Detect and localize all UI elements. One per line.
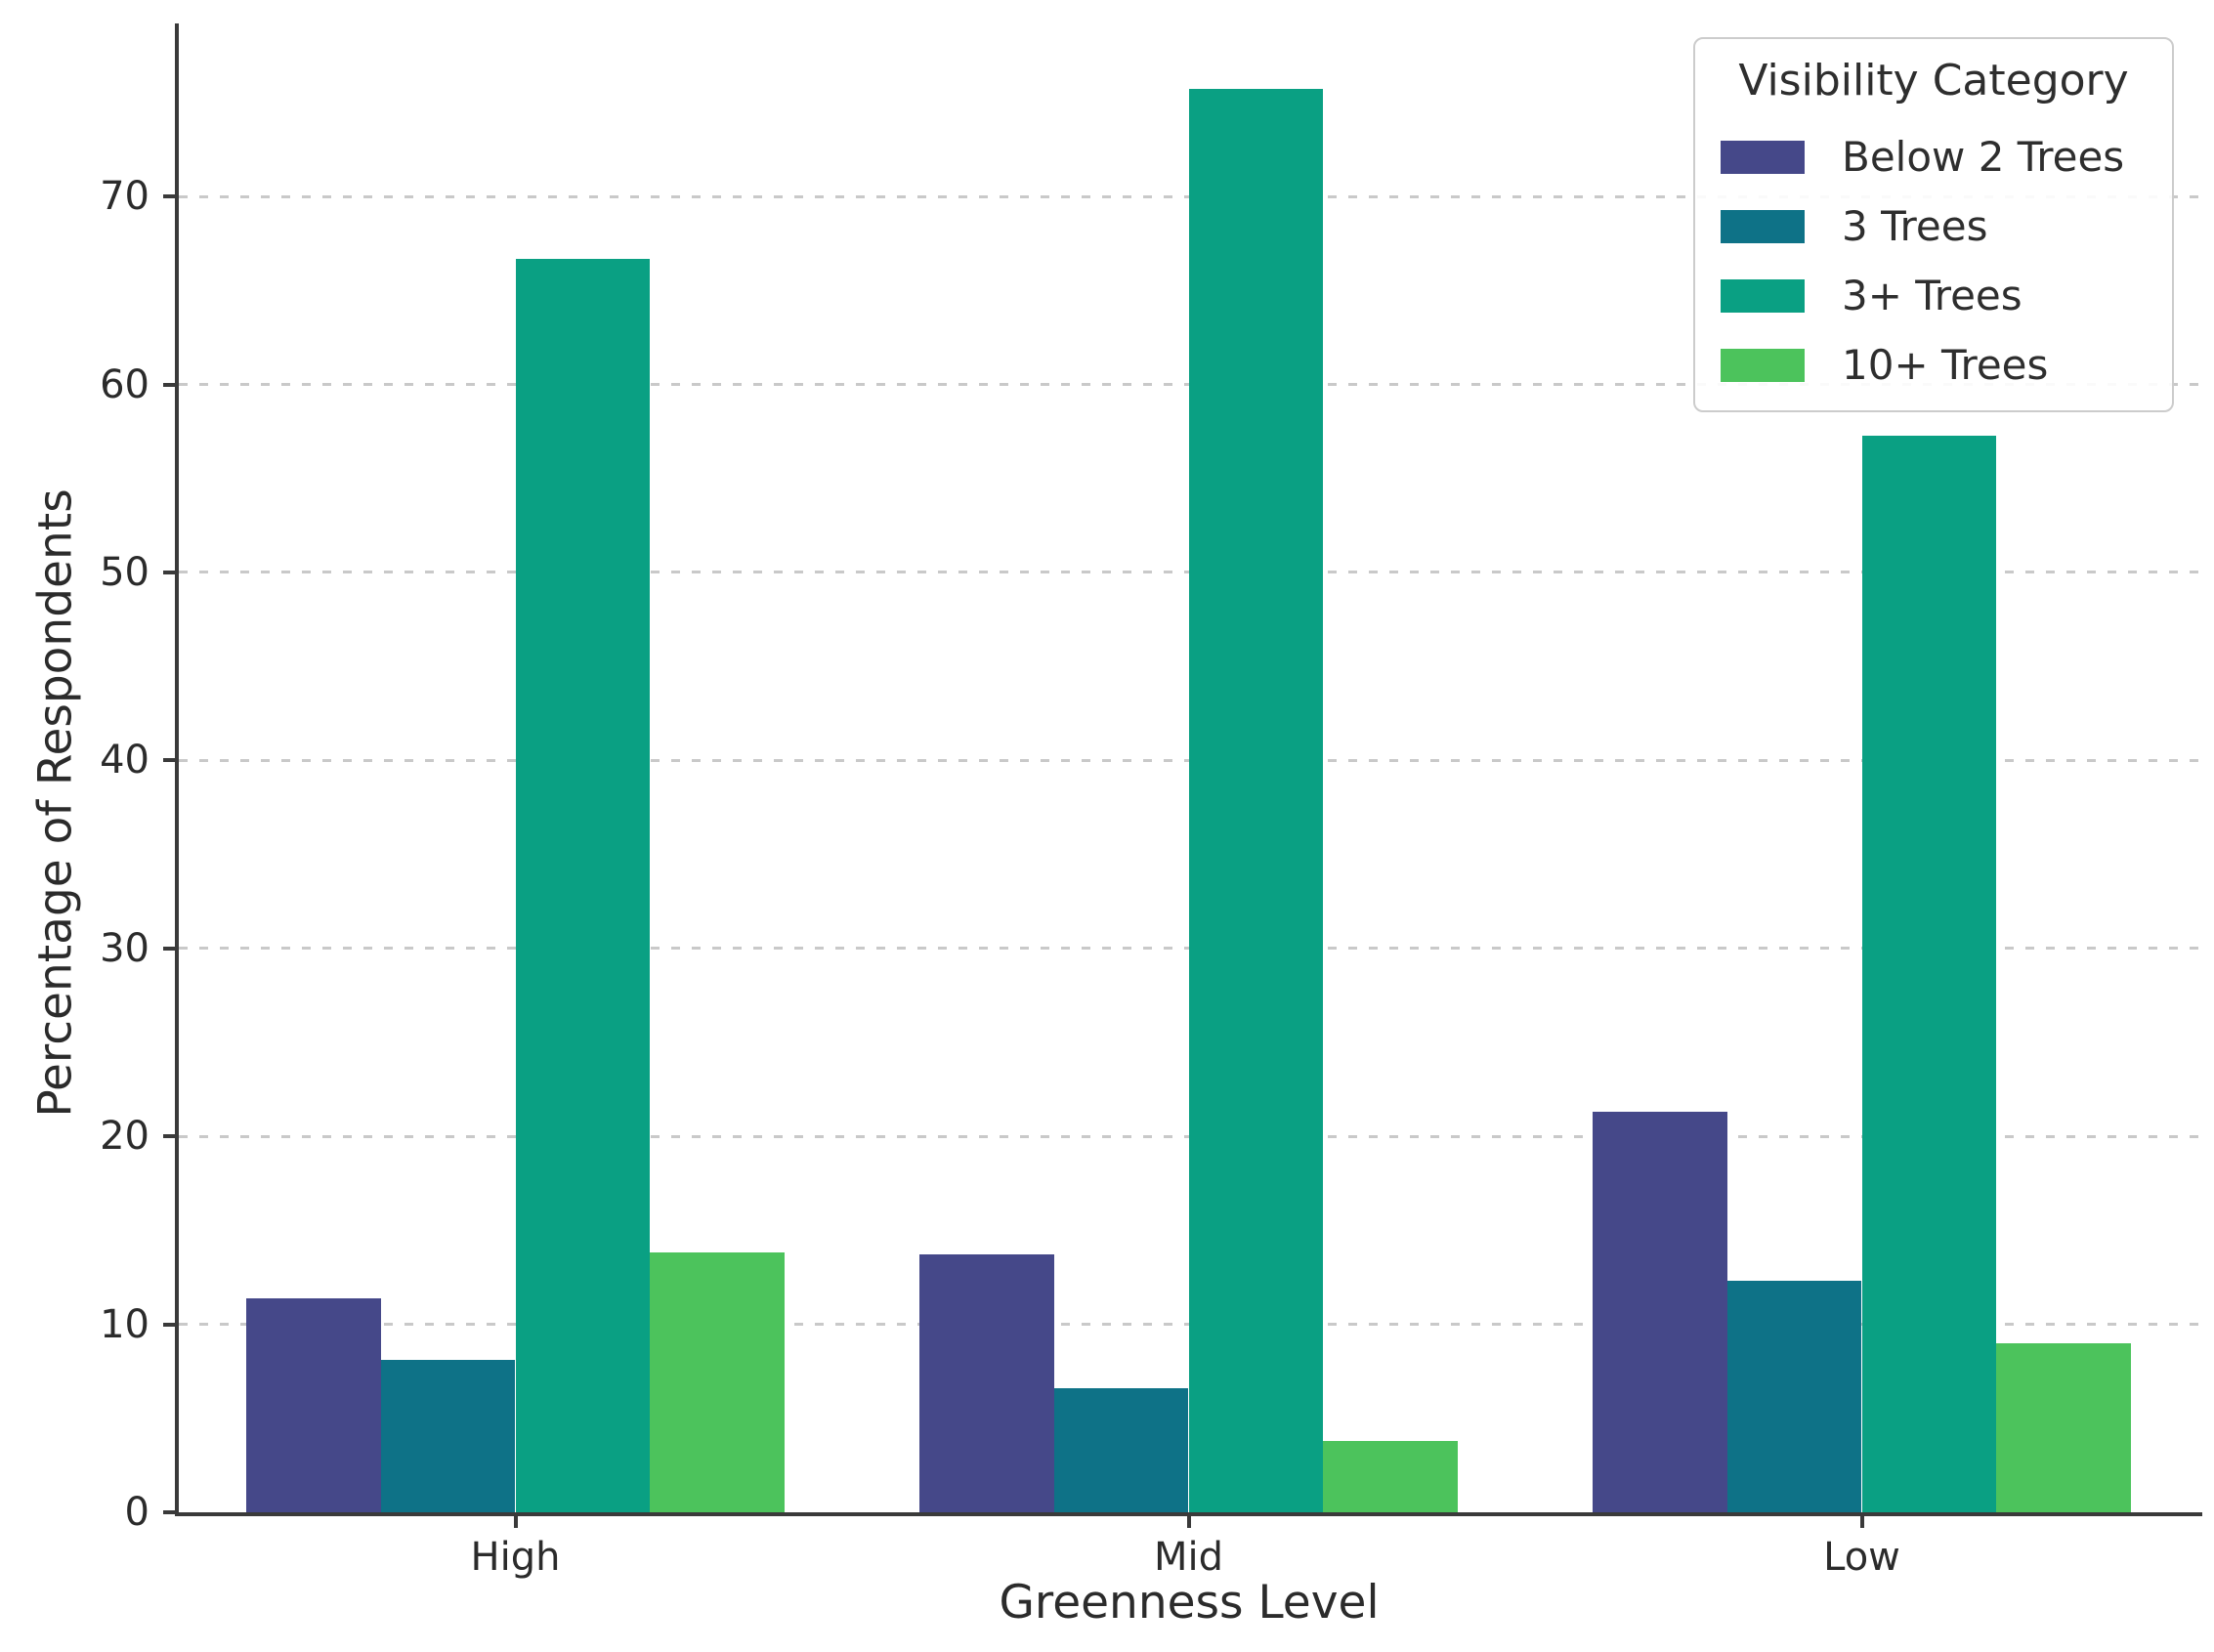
bar-mid-3-trees <box>1053 1388 1189 1512</box>
legend-item-3-trees: 3 Trees <box>1721 205 2147 248</box>
y-tick-mark-50 <box>163 570 179 574</box>
legend-title: Visibility Category <box>1738 56 2129 106</box>
bar-mid-10plus-trees <box>1323 1440 1459 1512</box>
bar-low-3-trees <box>1726 1281 1862 1512</box>
bar-low-3plus-trees <box>1861 435 1997 1512</box>
legend-item-10-plus-trees: 10+ Trees <box>1721 344 2147 387</box>
x-axis-title: Greenness Level <box>999 1576 1380 1630</box>
legend-swatch-3-trees <box>1721 210 1805 243</box>
y-tick-label-20: 20 <box>100 1114 149 1160</box>
bar-low-below-2-trees <box>1592 1112 1727 1512</box>
x-tick-mark-mid <box>1186 1512 1191 1528</box>
y-tick-label-30: 30 <box>100 925 149 971</box>
y-tick-mark-60 <box>163 382 179 387</box>
legend-label-3-plus-trees: 3+ Trees <box>1842 272 2022 319</box>
legend-label-below-2-trees: Below 2 Trees <box>1842 133 2125 181</box>
legend: Visibility Category Below 2 Trees 3 Tree… <box>1693 37 2174 412</box>
bar-mid-3plus-trees <box>1188 89 1324 1512</box>
x-tick-label-mid: Mid <box>1153 1535 1224 1580</box>
legend-label-3-trees: 3 Trees <box>1842 202 1988 250</box>
x-tick-label-high: High <box>470 1535 561 1580</box>
bar-high-3-trees <box>380 1360 516 1512</box>
y-tick-label-0: 0 <box>124 1490 149 1535</box>
bar-high-below-2-trees <box>245 1297 381 1512</box>
y-tick-mark-30 <box>163 946 179 951</box>
y-tick-mark-0 <box>163 1510 179 1514</box>
bar-low-10plus-trees <box>1996 1342 2132 1512</box>
y-tick-label-50: 50 <box>100 549 149 595</box>
legend-item-below-2-trees: Below 2 Trees <box>1721 136 2147 179</box>
bar-mid-below-2-trees <box>918 1254 1054 1512</box>
y-tick-label-10: 10 <box>100 1301 149 1347</box>
legend-item-3-plus-trees: 3+ Trees <box>1721 275 2147 318</box>
y-tick-mark-70 <box>163 194 179 199</box>
x-tick-mark-high <box>513 1512 518 1528</box>
legend-swatch-10-plus-trees <box>1721 349 1805 382</box>
legend-swatch-3-plus-trees <box>1721 279 1805 313</box>
y-tick-mark-40 <box>163 758 179 763</box>
bar-high-3plus-trees <box>515 258 651 1512</box>
x-tick-mark-low <box>1859 1512 1864 1528</box>
y-tick-label-40: 40 <box>100 738 149 784</box>
y-axis-title: Percentage of Respondents <box>28 488 83 1118</box>
y-tick-label-60: 60 <box>100 361 149 407</box>
y-tick-mark-10 <box>163 1322 179 1327</box>
legend-swatch-below-2-trees <box>1721 141 1805 174</box>
y-tick-label-70: 70 <box>100 174 149 220</box>
y-tick-mark-20 <box>163 1134 179 1139</box>
plot-area: 0 10 20 30 40 50 60 70 High Mid Low <box>100 27 2198 1580</box>
y-axis-spine <box>175 23 179 1516</box>
legend-label-10-plus-trees: 10+ Trees <box>1842 341 2049 389</box>
bar-high-10plus-trees <box>650 1252 786 1512</box>
x-tick-label-low: Low <box>1823 1535 1900 1580</box>
